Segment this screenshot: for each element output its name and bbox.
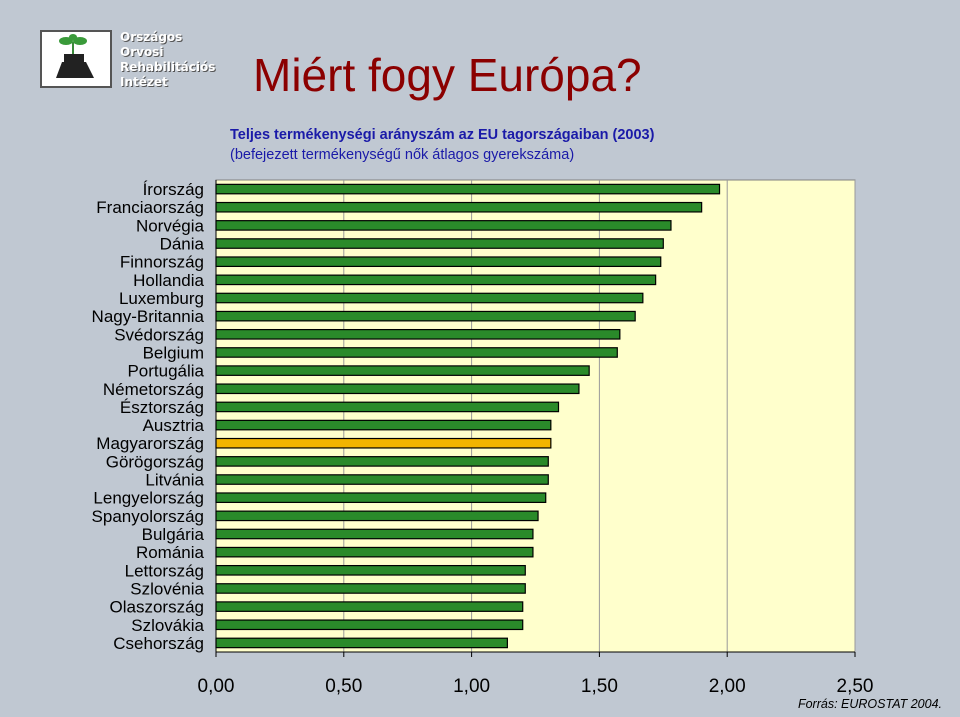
chart-subtitle-line1: Teljes termékenységi arányszám az EU tag… — [230, 127, 655, 143]
bar — [215, 419, 552, 431]
source-note: Forrás: EUROSTAT 2004. — [797, 697, 942, 711]
category-label: Spanyolország — [92, 507, 204, 526]
x-tick-label: 1,00 — [453, 676, 490, 697]
logo-line: Orvosi — [120, 45, 164, 59]
category-label: Franciaország — [96, 198, 204, 217]
bar — [215, 328, 621, 340]
bar — [215, 528, 534, 540]
chart-subtitle-line2: (befejezett termékenységű nők átlagos gy… — [230, 147, 575, 163]
bar — [215, 365, 590, 376]
bar — [215, 220, 672, 231]
bar — [215, 274, 657, 286]
institute-logo: Országos Orvosi Rehabilitációs Intézet — [40, 30, 215, 92]
bar — [215, 347, 618, 358]
bar — [215, 201, 703, 213]
bar — [215, 510, 539, 522]
bar — [215, 401, 560, 413]
category-label: Írország — [143, 180, 204, 199]
category-label: Dánia — [160, 235, 205, 254]
category-label: Szlovákia — [131, 616, 204, 635]
category-label: Magyarország — [96, 434, 204, 453]
chart-subtitle: Teljes termékenységi arányszám az EU tag… — [230, 125, 654, 165]
category-label: Románia — [136, 543, 205, 562]
bar — [215, 238, 664, 249]
category-label: Norvégia — [136, 216, 205, 235]
category-label: Németország — [103, 380, 204, 399]
logo-line: Rehabilitációs — [120, 60, 216, 74]
category-label: Lengyelország — [93, 489, 204, 508]
bar — [215, 601, 524, 612]
category-label: Nagy-Britannia — [92, 307, 205, 326]
x-tick-label: 2,50 — [837, 676, 874, 697]
logo-line: Országos — [120, 30, 183, 44]
category-label: Lettország — [125, 561, 204, 580]
bar — [215, 619, 524, 631]
bar — [215, 474, 549, 485]
logo-line: Intézet — [120, 75, 168, 89]
category-label: Ausztria — [143, 416, 205, 435]
category-label: Olaszország — [110, 598, 204, 617]
bar — [215, 292, 644, 304]
x-tick-label: 1,50 — [581, 676, 618, 697]
plot-area — [215, 179, 856, 653]
category-label: Finnország — [120, 253, 204, 272]
bar — [215, 310, 636, 322]
x-tick-label: 0,00 — [198, 676, 235, 697]
x-tick-label: 2,00 — [709, 676, 746, 697]
bar — [215, 583, 526, 594]
bar — [215, 492, 547, 504]
bar — [215, 256, 662, 268]
category-label: Szlovénia — [130, 579, 204, 598]
logo-text: Országos Orvosi Rehabilitációs Intézet — [120, 30, 215, 90]
category-label: Svédország — [114, 325, 204, 344]
category-label: Hollandia — [133, 271, 204, 290]
category-label: Görögország — [106, 452, 204, 471]
bar — [215, 546, 534, 558]
category-label: Észtország — [120, 398, 204, 417]
category-label: Csehország — [113, 634, 204, 653]
tree-stump-sprout-icon — [40, 30, 112, 88]
category-label: Belgium — [143, 343, 204, 362]
bar — [215, 456, 549, 467]
bar — [215, 637, 508, 649]
category-label: Portugália — [127, 362, 204, 381]
page-title: Miért fogy Európa? — [253, 49, 642, 101]
bar — [215, 383, 580, 395]
bar-highlighted — [215, 437, 552, 449]
bar — [215, 183, 721, 195]
category-label: Litvánia — [145, 471, 204, 490]
x-tick-label: 0,50 — [325, 676, 362, 697]
category-label: Bulgária — [142, 525, 205, 544]
bar — [215, 564, 526, 576]
category-label: Luxemburg — [119, 289, 204, 308]
